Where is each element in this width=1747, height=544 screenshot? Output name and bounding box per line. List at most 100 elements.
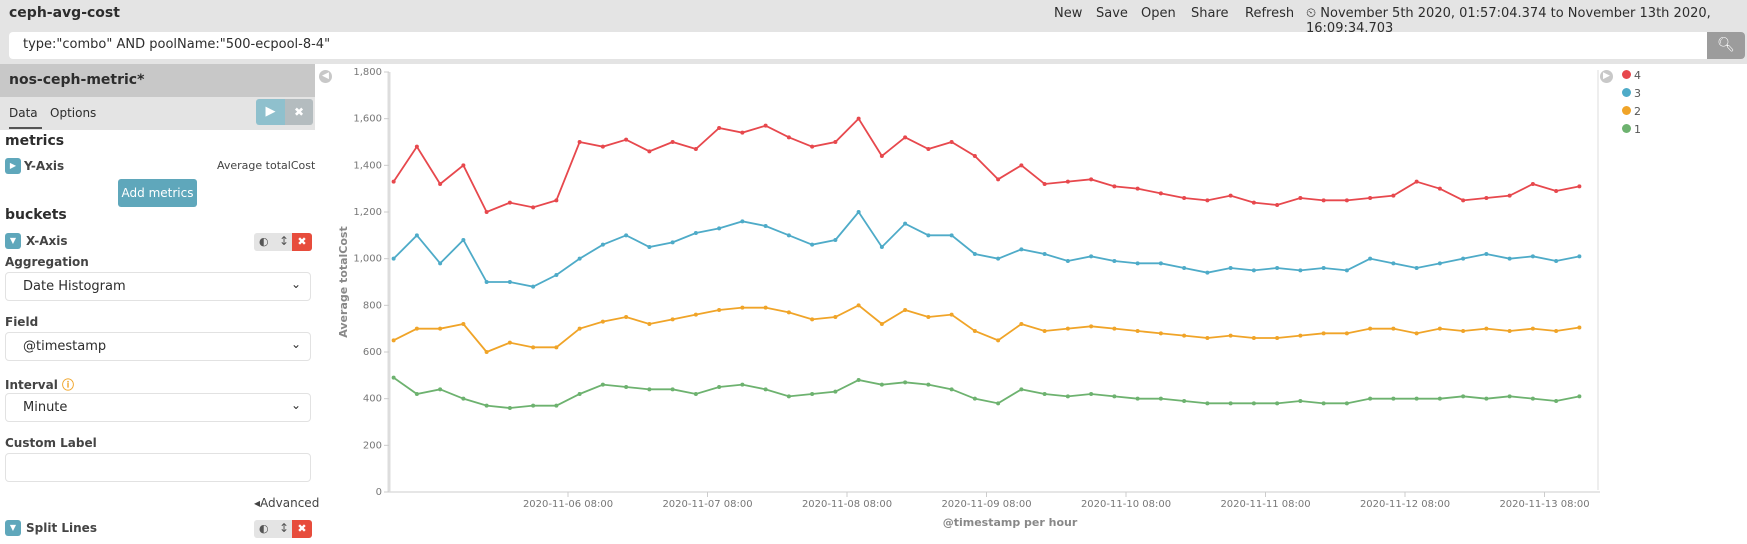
data-point-2 [949, 312, 954, 317]
data-point-3 [624, 233, 629, 238]
tab-options[interactable]: Options [50, 106, 97, 120]
interval-select[interactable]: Minute ⌄ [5, 393, 311, 422]
data-point-2 [833, 315, 838, 319]
legend-item-3[interactable]: 3 [1622, 87, 1641, 105]
toggle-icon[interactable]: ◐ [259, 235, 269, 248]
data-point-3 [1089, 254, 1094, 259]
data-point-1 [1112, 394, 1117, 399]
data-point-2 [879, 322, 884, 326]
app-title: ceph-avg-cost [9, 5, 120, 21]
legend-item-1[interactable]: 1 [1622, 123, 1641, 141]
new-button[interactable]: New [1054, 6, 1083, 21]
data-point-4 [949, 140, 954, 144]
data-point-1 [810, 392, 815, 396]
data-point-4 [391, 179, 396, 184]
save-button[interactable]: Save [1096, 6, 1128, 21]
collapse-split-lines-button[interactable]: ▼ [5, 520, 21, 536]
remove-x-axis-button[interactable]: ✖ [292, 233, 312, 251]
remove-split-lines-button[interactable]: ✖ [292, 520, 312, 538]
data-point-3 [1461, 256, 1466, 261]
legend-item-2[interactable]: 2 [1622, 105, 1641, 123]
data-point-3 [926, 233, 931, 238]
data-point-2 [1368, 326, 1373, 331]
data-point-4 [1298, 196, 1303, 200]
search-button[interactable]: 🔍︎ [1707, 32, 1745, 59]
data-point-1 [763, 387, 768, 392]
data-point-2 [1484, 326, 1489, 331]
reorder-icon[interactable]: ↕ [279, 521, 290, 535]
data-point-1 [1530, 396, 1535, 401]
data-point-2 [1275, 336, 1280, 340]
aggregation-select[interactable]: Date Histogram ⌄ [5, 272, 311, 301]
y-tick-label: 400 [363, 394, 382, 405]
data-point-2 [1089, 324, 1094, 329]
data-point-4 [1344, 198, 1349, 203]
expand-y-axis-button[interactable]: ▶ [5, 158, 21, 174]
data-point-1 [833, 389, 838, 394]
y-axis-title: Average totalCost [337, 226, 350, 337]
custom-label-input[interactable] [5, 453, 311, 482]
data-point-4 [926, 147, 931, 151]
toggle-icon[interactable]: ◐ [259, 522, 269, 535]
legend-label: 4 [1634, 69, 1641, 82]
add-metrics-button[interactable]: Add metrics [118, 179, 197, 207]
query-input[interactable]: type:"combo" AND poolName:"500-ecpool-8-… [9, 32, 1709, 59]
data-point-4 [1577, 184, 1582, 189]
split-lines-controls: ◐ ↕ ✖ [254, 520, 312, 538]
legend-item-4[interactable]: 4 [1622, 69, 1641, 87]
data-point-2 [1158, 331, 1163, 336]
collapse-sidebar-icon[interactable]: ◀ [319, 70, 332, 83]
data-point-1 [1298, 399, 1303, 403]
data-point-4 [856, 116, 861, 121]
data-point-2 [926, 315, 931, 319]
data-point-2 [1042, 329, 1047, 333]
open-button[interactable]: Open [1141, 6, 1176, 21]
data-point-1 [507, 406, 512, 410]
y-tick-label: 1,400 [353, 160, 382, 171]
x-axis-controls: ◐ ↕ ✖ [254, 233, 312, 251]
data-point-4 [1554, 189, 1559, 193]
data-point-4 [786, 135, 791, 140]
data-point-2 [763, 305, 768, 310]
data-point-3 [1182, 266, 1187, 270]
data-point-2 [1391, 326, 1396, 331]
data-point-2 [484, 350, 489, 354]
data-point-2 [1507, 329, 1512, 333]
data-point-2 [577, 326, 582, 331]
y-tick-label: 1,000 [353, 254, 382, 265]
reorder-icon[interactable]: ↕ [279, 234, 290, 248]
data-point-2 [1065, 326, 1070, 331]
field-select[interactable]: @timestamp ⌄ [5, 332, 311, 361]
refresh-button[interactable]: Refresh [1245, 6, 1295, 21]
data-point-4 [1228, 193, 1233, 198]
data-point-3 [1554, 259, 1559, 263]
data-point-4 [1112, 184, 1117, 189]
data-point-3 [1577, 254, 1582, 259]
legend-label: 1 [1634, 123, 1641, 136]
toggle-legend-icon[interactable]: ▶ [1600, 70, 1613, 83]
interval-label: Interval ⓘ [5, 378, 75, 392]
data-point-3 [856, 210, 861, 214]
info-icon[interactable]: ⓘ [62, 378, 75, 392]
x-tick-label: 2020-11-06 08:00 [523, 499, 613, 510]
data-point-3 [1019, 247, 1024, 252]
data-point-2 [1112, 326, 1117, 331]
data-point-3 [1391, 261, 1396, 266]
collapse-x-axis-button[interactable]: ▼ [5, 233, 21, 249]
data-point-1 [1461, 394, 1466, 399]
data-point-4 [624, 137, 629, 142]
data-point-4 [577, 140, 582, 144]
apply-button[interactable]: ▶ [256, 99, 285, 125]
data-point-3 [903, 221, 908, 226]
data-point-4 [531, 205, 536, 210]
tab-data[interactable]: Data [9, 106, 42, 129]
data-point-4 [972, 154, 977, 158]
share-button[interactable]: Share [1191, 6, 1229, 21]
chevron-down-icon: ⌄ [290, 398, 301, 412]
discard-button[interactable]: ✖ [285, 99, 313, 125]
data-point-3 [1507, 256, 1512, 261]
data-point-1 [926, 382, 931, 387]
data-point-4 [717, 126, 722, 130]
data-point-3 [1275, 266, 1280, 270]
advanced-toggle[interactable]: ◂Advanced [254, 496, 320, 510]
